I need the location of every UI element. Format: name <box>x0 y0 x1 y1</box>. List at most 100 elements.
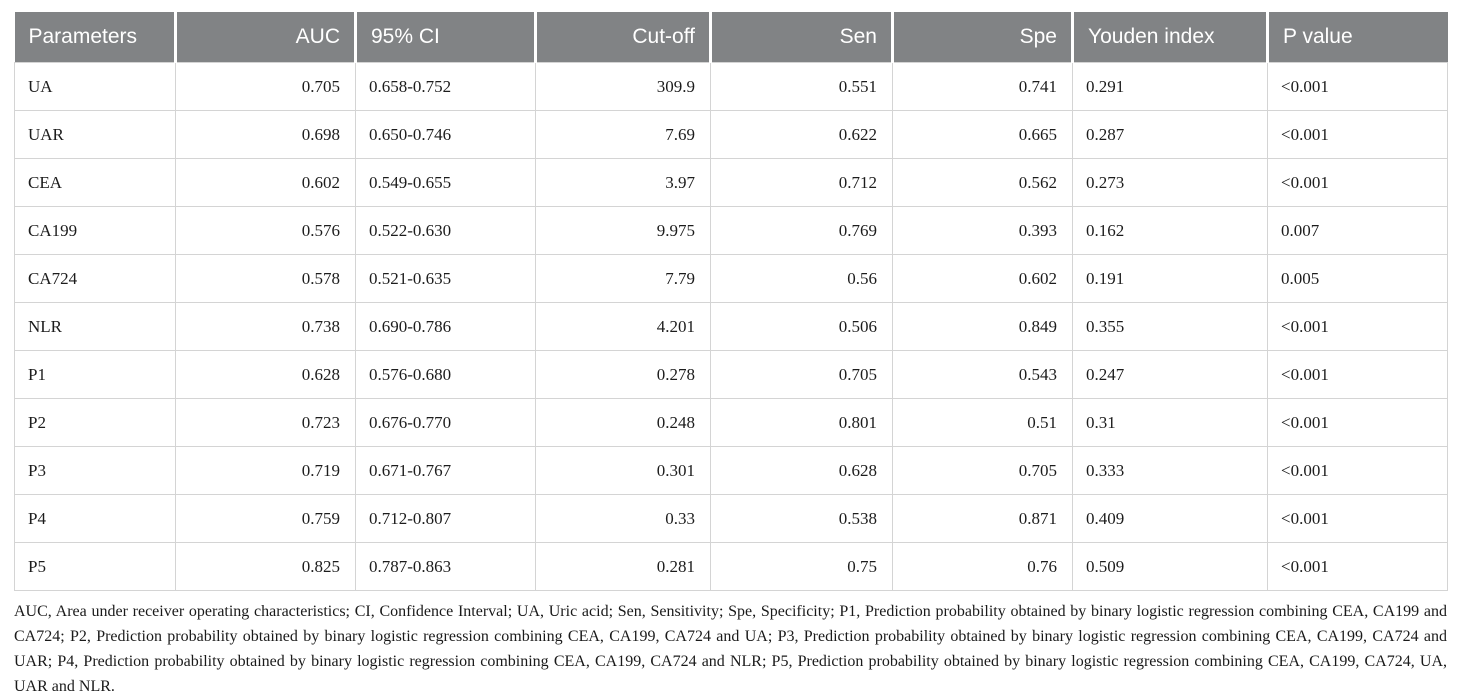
value-cell: 0.759 <box>175 494 356 543</box>
value-cell: 9.975 <box>535 206 711 255</box>
value-cell: 0.705 <box>892 446 1073 495</box>
value-cell: <0.001 <box>1267 446 1448 495</box>
value-cell: 0.162 <box>1072 206 1268 255</box>
value-cell: <0.001 <box>1267 158 1448 207</box>
value-cell: 0.658-0.752 <box>355 62 536 111</box>
value-cell: 0.825 <box>175 542 356 591</box>
value-cell: 0.393 <box>892 206 1073 255</box>
value-cell: 0.801 <box>710 398 893 447</box>
value-cell: 0.278 <box>535 350 711 399</box>
value-cell: 0.355 <box>1072 302 1268 351</box>
table-row: NLR 0.738 0.690-0.786 4.201 0.506 0.849 0.355 <… <box>14 302 1448 351</box>
parameter-name-cell: CEA <box>14 158 176 207</box>
value-cell: 0.287 <box>1072 110 1268 159</box>
value-cell: 0.538 <box>710 494 893 543</box>
parameter-name-cell: P3 <box>14 446 176 495</box>
value-cell: 3.97 <box>535 158 711 207</box>
value-cell: 0.76 <box>892 542 1073 591</box>
value-cell: 0.543 <box>892 350 1073 399</box>
value-cell: 0.602 <box>892 254 1073 303</box>
column-header-95-ci: 95% CI <box>354 12 536 63</box>
parameter-name-cell: P5 <box>14 542 176 591</box>
value-cell: <0.001 <box>1267 542 1448 591</box>
parameter-name-cell: P4 <box>14 494 176 543</box>
value-cell: 0.576 <box>175 206 356 255</box>
value-cell: 0.33 <box>535 494 711 543</box>
value-cell: 0.248 <box>535 398 711 447</box>
value-cell: 0.273 <box>1072 158 1268 207</box>
value-cell: 0.671-0.767 <box>355 446 536 495</box>
value-cell: 0.562 <box>892 158 1073 207</box>
value-cell: 0.712-0.807 <box>355 494 536 543</box>
value-cell: 309.9 <box>535 62 711 111</box>
value-cell: 0.650-0.746 <box>355 110 536 159</box>
value-cell: 0.549-0.655 <box>355 158 536 207</box>
value-cell: 4.201 <box>535 302 711 351</box>
value-cell: <0.001 <box>1267 110 1448 159</box>
table-row: P2 0.723 0.676-0.770 0.248 0.801 0.51 0.31 <0.0… <box>14 398 1448 447</box>
value-cell: 0.506 <box>710 302 893 351</box>
value-cell: 0.31 <box>1072 398 1268 447</box>
table-row: UA 0.705 0.658-0.752 309.9 0.551 0.741 0.291 <0… <box>14 62 1448 111</box>
value-cell: 7.69 <box>535 110 711 159</box>
column-header-parameters: Parameters <box>14 12 176 63</box>
value-cell: 0.871 <box>892 494 1073 543</box>
value-cell: 0.719 <box>175 446 356 495</box>
value-cell: 0.191 <box>1072 254 1268 303</box>
paper-table-page: Parameters AUC 95% CI Cut-off Sen Spe Youden i… <box>14 12 1448 699</box>
parameter-name-cell: P2 <box>14 398 176 447</box>
value-cell: <0.001 <box>1267 398 1448 447</box>
value-cell: 0.676-0.770 <box>355 398 536 447</box>
value-cell: 0.628 <box>710 446 893 495</box>
value-cell: 0.509 <box>1072 542 1268 591</box>
column-header-spe: Spe <box>891 12 1073 63</box>
parameter-name-cell: UAR <box>14 110 176 159</box>
value-cell: 0.281 <box>535 542 711 591</box>
table-row: CEA 0.602 0.549-0.655 3.97 0.712 0.562 0.273 <0… <box>14 158 1448 207</box>
value-cell: 0.738 <box>175 302 356 351</box>
value-cell: <0.001 <box>1267 302 1448 351</box>
value-cell: 0.005 <box>1267 254 1448 303</box>
parameter-name-cell: UA <box>14 62 176 111</box>
value-cell: 0.522-0.630 <box>355 206 536 255</box>
table-footnote: AUC, Area under receiver operating chara… <box>14 603 1447 695</box>
value-cell: 0.849 <box>892 302 1073 351</box>
table-row: P1 0.628 0.576-0.680 0.278 0.705 0.543 0.247 <0… <box>14 350 1448 399</box>
value-cell: 0.247 <box>1072 350 1268 399</box>
table-row: CA724 0.578 0.521-0.635 7.79 0.56 0.602 0.191 0… <box>14 254 1448 303</box>
column-header-sen: Sen <box>709 12 893 63</box>
parameter-name-cell: NLR <box>14 302 176 351</box>
table-row: P4 0.759 0.712-0.807 0.33 0.538 0.871 0.409 <0.… <box>14 494 1448 543</box>
table-row: UAR 0.698 0.650-0.746 7.69 0.622 0.665 0.287 <0… <box>14 110 1448 159</box>
value-cell: 0.622 <box>710 110 893 159</box>
value-cell: 0.578 <box>175 254 356 303</box>
value-cell: 0.576-0.680 <box>355 350 536 399</box>
value-cell: 0.705 <box>710 350 893 399</box>
table-row: P3 0.719 0.671-0.767 0.301 0.628 0.705 0.333 <0… <box>14 446 1448 495</box>
parameter-name-cell: CA199 <box>14 206 176 255</box>
parameter-name-cell: CA724 <box>14 254 176 303</box>
value-cell: 7.79 <box>535 254 711 303</box>
value-cell: 0.741 <box>892 62 1073 111</box>
value-cell: 0.301 <box>535 446 711 495</box>
column-header-cut-off: Cut-off <box>534 12 711 63</box>
value-cell: 0.551 <box>710 62 893 111</box>
value-cell: 0.712 <box>710 158 893 207</box>
value-cell: <0.001 <box>1267 350 1448 399</box>
value-cell: 0.409 <box>1072 494 1268 543</box>
value-cell: 0.705 <box>175 62 356 111</box>
value-cell: 0.665 <box>892 110 1073 159</box>
table-row: P5 0.825 0.787-0.863 0.281 0.75 0.76 0.509 <0.0… <box>14 542 1448 591</box>
table-body: UA 0.705 0.658-0.752 309.9 0.551 0.741 0.291 <0… <box>14 62 1448 591</box>
value-cell: 0.521-0.635 <box>355 254 536 303</box>
table-header-row: Parameters AUC 95% CI Cut-off Sen Spe Youden i… <box>14 12 1448 63</box>
value-cell: 0.690-0.786 <box>355 302 536 351</box>
value-cell: 0.51 <box>892 398 1073 447</box>
value-cell: 0.75 <box>710 542 893 591</box>
value-cell: 0.333 <box>1072 446 1268 495</box>
value-cell: 0.628 <box>175 350 356 399</box>
table-row: CA199 0.576 0.522-0.630 9.975 0.769 0.393 0.16… <box>14 206 1448 255</box>
value-cell: <0.001 <box>1267 62 1448 111</box>
value-cell: 0.769 <box>710 206 893 255</box>
value-cell: 0.56 <box>710 254 893 303</box>
